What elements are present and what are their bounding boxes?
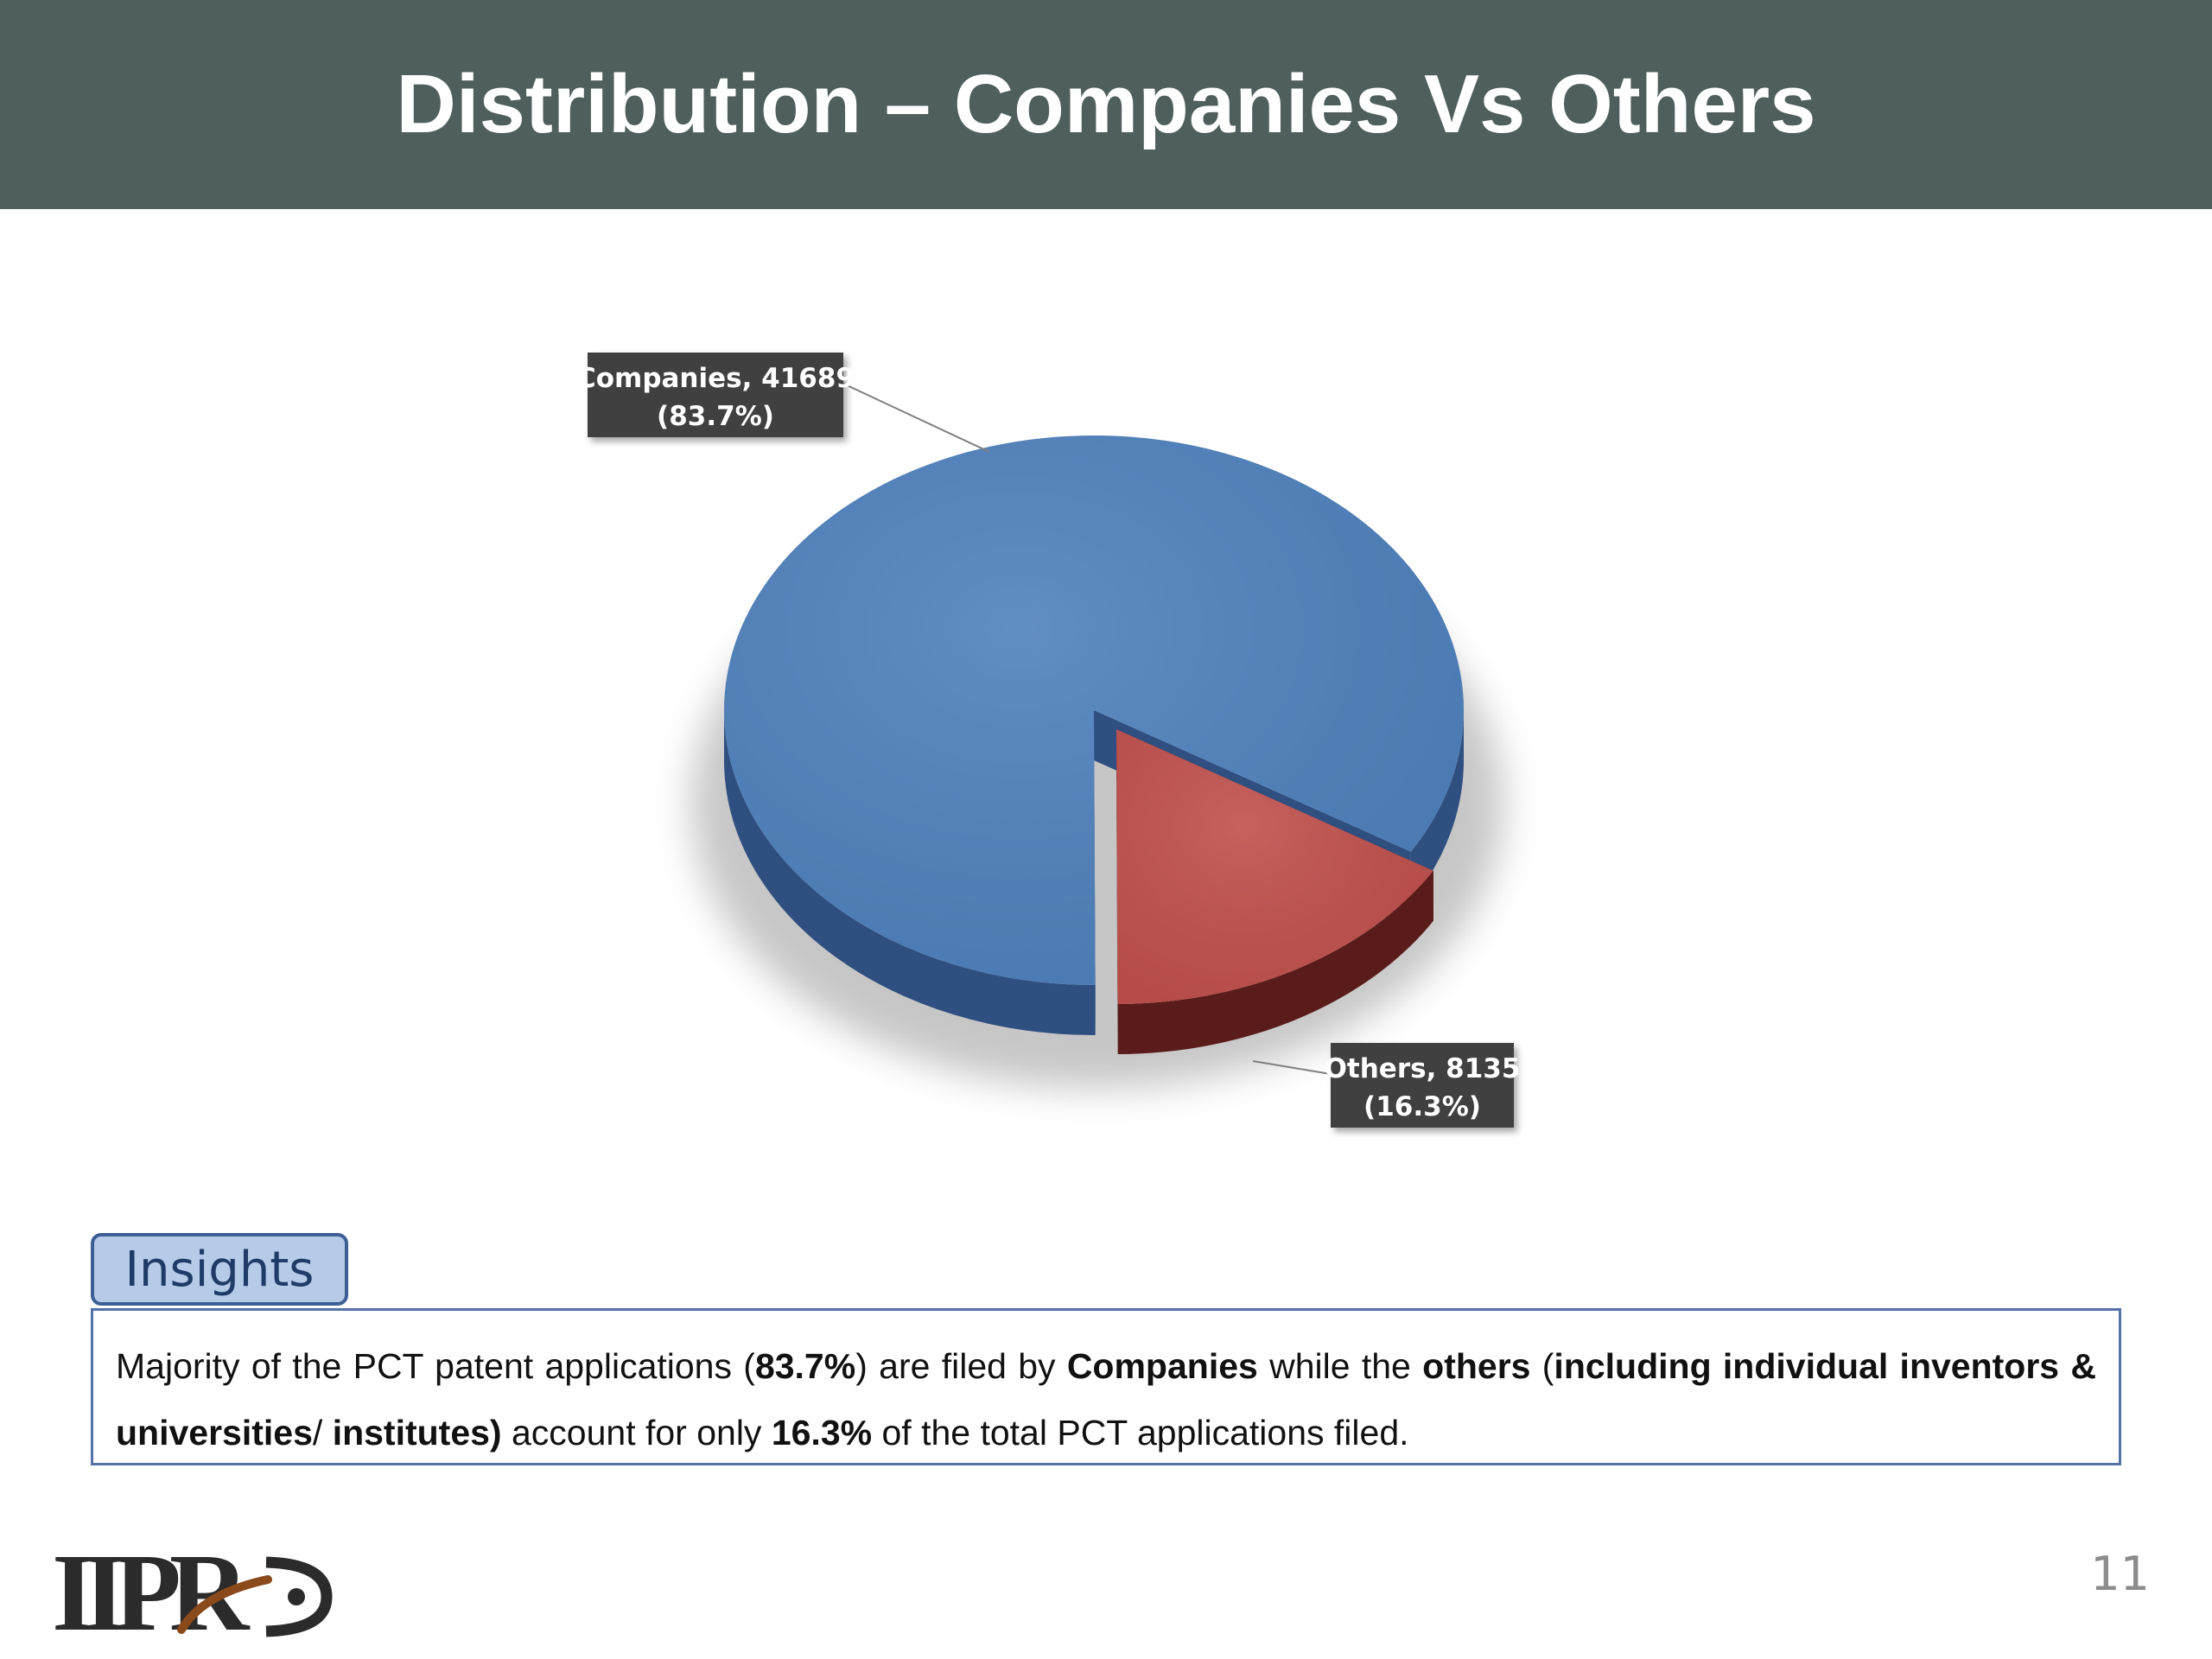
pie-chart: Companies, 41689 (83.7%) Others, 8135 (16.3…	[576, 353, 1521, 1128]
data-label-others-leader	[1252, 1060, 1332, 1075]
pie-slice-others-wall	[1116, 729, 1118, 1054]
pie-slice-companies-shade	[723, 435, 1464, 986]
insights-segment: including individual inventors & univers…	[116, 1346, 2097, 1452]
data-label-companies-line2: (83.7%)	[657, 401, 774, 432]
data-label-others-line1: Others, 8135	[1325, 1053, 1521, 1084]
insights-segment: others	[1422, 1346, 1531, 1386]
data-label-companies-box	[588, 353, 843, 437]
pie-slice-companies-side	[724, 710, 1464, 1036]
pie-slice-others-shade	[1116, 729, 1433, 1004]
insights-segment: 83.7%	[754, 1346, 856, 1386]
insights-segment: Majority of the PCT patent applications …	[116, 1346, 755, 1386]
pie-slice-others	[1116, 729, 1433, 1054]
slide-header: Distribution – Companies Vs Others	[0, 0, 2212, 209]
insights-segment: institutes)	[332, 1413, 502, 1452]
slide-title: Distribution – Companies Vs Others	[396, 58, 1816, 150]
pie-slice-companies	[723, 435, 1464, 1036]
data-label-others: Others, 8135 (16.3%)	[1252, 1043, 1521, 1128]
insights-segment: ) are filed by	[855, 1346, 1067, 1386]
page-number: 11	[2090, 1547, 2150, 1601]
data-label-companies-leader	[842, 383, 990, 453]
pie-slice-others-side	[1117, 870, 1433, 1054]
iiprd-logo: IIPR	[52, 1543, 333, 1638]
data-label-others-line2: (16.3%)	[1363, 1091, 1481, 1122]
insights-text: Majority of the PCT patent applications …	[91, 1308, 2121, 1465]
insights-segment: while the	[1257, 1346, 1423, 1386]
insights-segment: (	[1530, 1346, 1554, 1386]
insights-segment: /	[312, 1413, 333, 1452]
data-label-others-box	[1331, 1043, 1514, 1128]
insights-segment: Companies	[1066, 1346, 1258, 1386]
insights-segment: 16.3%	[771, 1413, 873, 1452]
insights-segment: of the total PCT applications filed.	[872, 1413, 1409, 1452]
insights-tab: Insights	[91, 1233, 348, 1306]
data-label-companies-line1: Companies, 41689	[576, 363, 855, 394]
data-label-companies: Companies, 41689 (83.7%)	[576, 353, 990, 453]
insights-segment: account for only	[501, 1413, 772, 1452]
